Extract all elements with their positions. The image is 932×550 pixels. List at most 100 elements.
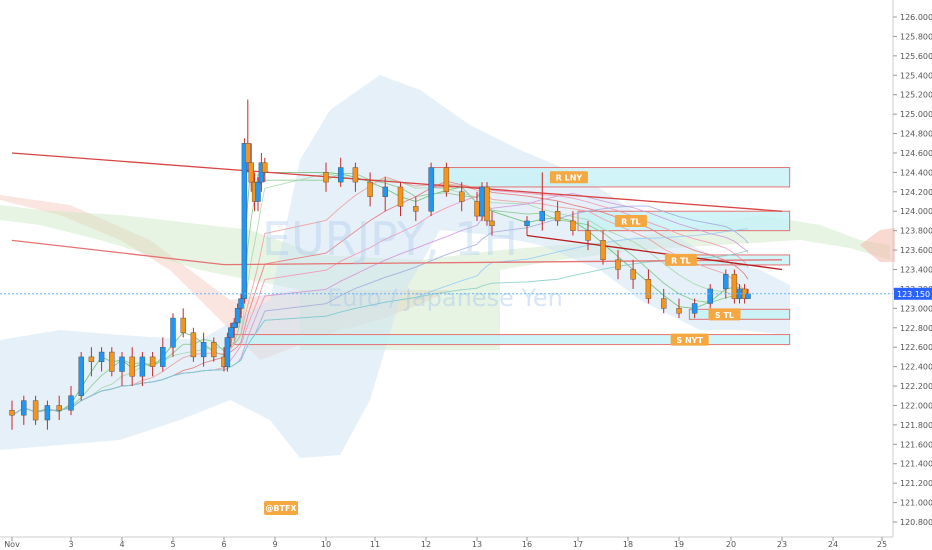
price-tick-label: 125.600: [900, 52, 932, 61]
watermark: EURJPY, 1H Euro / Japanese Yen: [262, 212, 563, 312]
candle-body: [479, 186, 485, 217]
candle: [707, 284, 713, 309]
candle-body: [691, 303, 698, 314]
candle-body: [484, 186, 490, 222]
candle: [9, 400, 15, 430]
zone-label-3: S TL: [708, 308, 741, 321]
candle-body: [119, 356, 125, 372]
time-tick-label: 3: [68, 540, 73, 549]
price-tick-label: 122.200: [900, 382, 932, 391]
candle-body: [248, 162, 254, 183]
candle: [180, 308, 186, 338]
time-tick-label: 20: [726, 540, 736, 549]
candle: [524, 216, 530, 236]
candle-body: [524, 220, 530, 226]
price-tick-label: 121.600: [900, 440, 932, 449]
candle-body: [231, 322, 237, 328]
price-tick-label: 123.000: [900, 304, 932, 313]
candle-body: [139, 356, 146, 377]
candle-body: [149, 356, 156, 367]
candle: [615, 250, 621, 280]
candle: [397, 182, 404, 217]
candle-body: [32, 400, 39, 421]
candle: [109, 347, 115, 377]
candle: [231, 318, 237, 338]
price-tick-label: 125.000: [900, 110, 932, 119]
band-fill: [0, 75, 790, 458]
candle: [600, 230, 606, 265]
price-tick-label: 121.800: [900, 421, 932, 430]
candle-body: [323, 172, 329, 183]
time-tick-label: 17: [573, 540, 583, 549]
candle-body: [21, 400, 27, 416]
candle-body: [238, 298, 244, 309]
broker-badge: @BTFX: [264, 501, 298, 515]
price-tick-label: 122.000: [900, 401, 932, 410]
candle-body: [570, 220, 576, 231]
candle-body: [474, 201, 480, 217]
candle-body: [68, 395, 74, 411]
candle: [21, 395, 27, 425]
zone-1: [577, 210, 791, 232]
candle: [731, 269, 738, 304]
candle-body: [234, 308, 241, 324]
zone-label-text: R TL: [621, 217, 641, 226]
price-tick-label: 124.000: [900, 207, 932, 216]
zone-label-2: R TL: [664, 253, 697, 266]
candle: [68, 386, 74, 416]
candle-body: [731, 274, 738, 299]
candle-body: [707, 288, 713, 304]
zone-label-text: R TL: [671, 256, 691, 265]
candle: [255, 177, 261, 212]
time-tick-label: 10: [321, 540, 331, 549]
zone-label-bg: [549, 171, 588, 184]
trendline-3: [526, 234, 783, 271]
candle: [570, 211, 576, 236]
candle: [32, 395, 39, 425]
zone-label-text: R LNY: [556, 174, 583, 183]
candle: [443, 162, 450, 197]
candle: [554, 201, 561, 226]
candle-body: [56, 405, 62, 411]
candle-body: [397, 186, 404, 207]
zone-label-bg: [670, 333, 709, 346]
candlesticks: [9, 99, 751, 430]
zone-label-bg: [708, 308, 741, 321]
candle-body: [539, 211, 545, 222]
candle: [539, 172, 545, 231]
candle-body: [338, 167, 344, 183]
candle-body: [180, 317, 186, 333]
price-axis[interactable]: 126.000 125.800 125.600 125.400 125.200 125.0…: [892, 0, 932, 537]
zone-label-text: S TL: [715, 311, 734, 320]
price-tick-label: 124.800: [900, 130, 932, 139]
watermark-symbol: EURJPY, 1H: [262, 212, 518, 266]
price-tick-label: 122.800: [900, 324, 932, 333]
candle: [413, 196, 419, 221]
candle: [428, 162, 434, 217]
time-tick-label: 6: [221, 540, 226, 549]
candle-body: [98, 351, 105, 362]
price-tick-label: 122.400: [900, 363, 932, 372]
candle: [238, 293, 244, 319]
time-tick-label: 19: [674, 540, 684, 549]
candle-body: [88, 356, 95, 362]
current-price-tag: 123.150: [894, 287, 932, 300]
candle-body: [459, 191, 465, 202]
time-tick-label: 13: [472, 540, 482, 549]
candle: [149, 352, 156, 377]
candle-body: [44, 405, 51, 421]
zone-label-1: R TL: [614, 214, 647, 227]
candle-body: [170, 317, 176, 348]
candle: [56, 395, 62, 421]
candle: [88, 347, 95, 377]
price-tick-label: 125.400: [900, 71, 932, 80]
candle: [459, 182, 465, 212]
candle-body: [443, 167, 450, 193]
candle: [585, 220, 591, 251]
time-axis[interactable]: Nov 3 4 5 6 9 10 11 12 13 16 17 18 19 20 23 24 25: [0, 536, 893, 549]
candle: [479, 182, 485, 221]
candle: [661, 288, 667, 314]
candle: [489, 211, 495, 236]
candle: [262, 157, 268, 183]
